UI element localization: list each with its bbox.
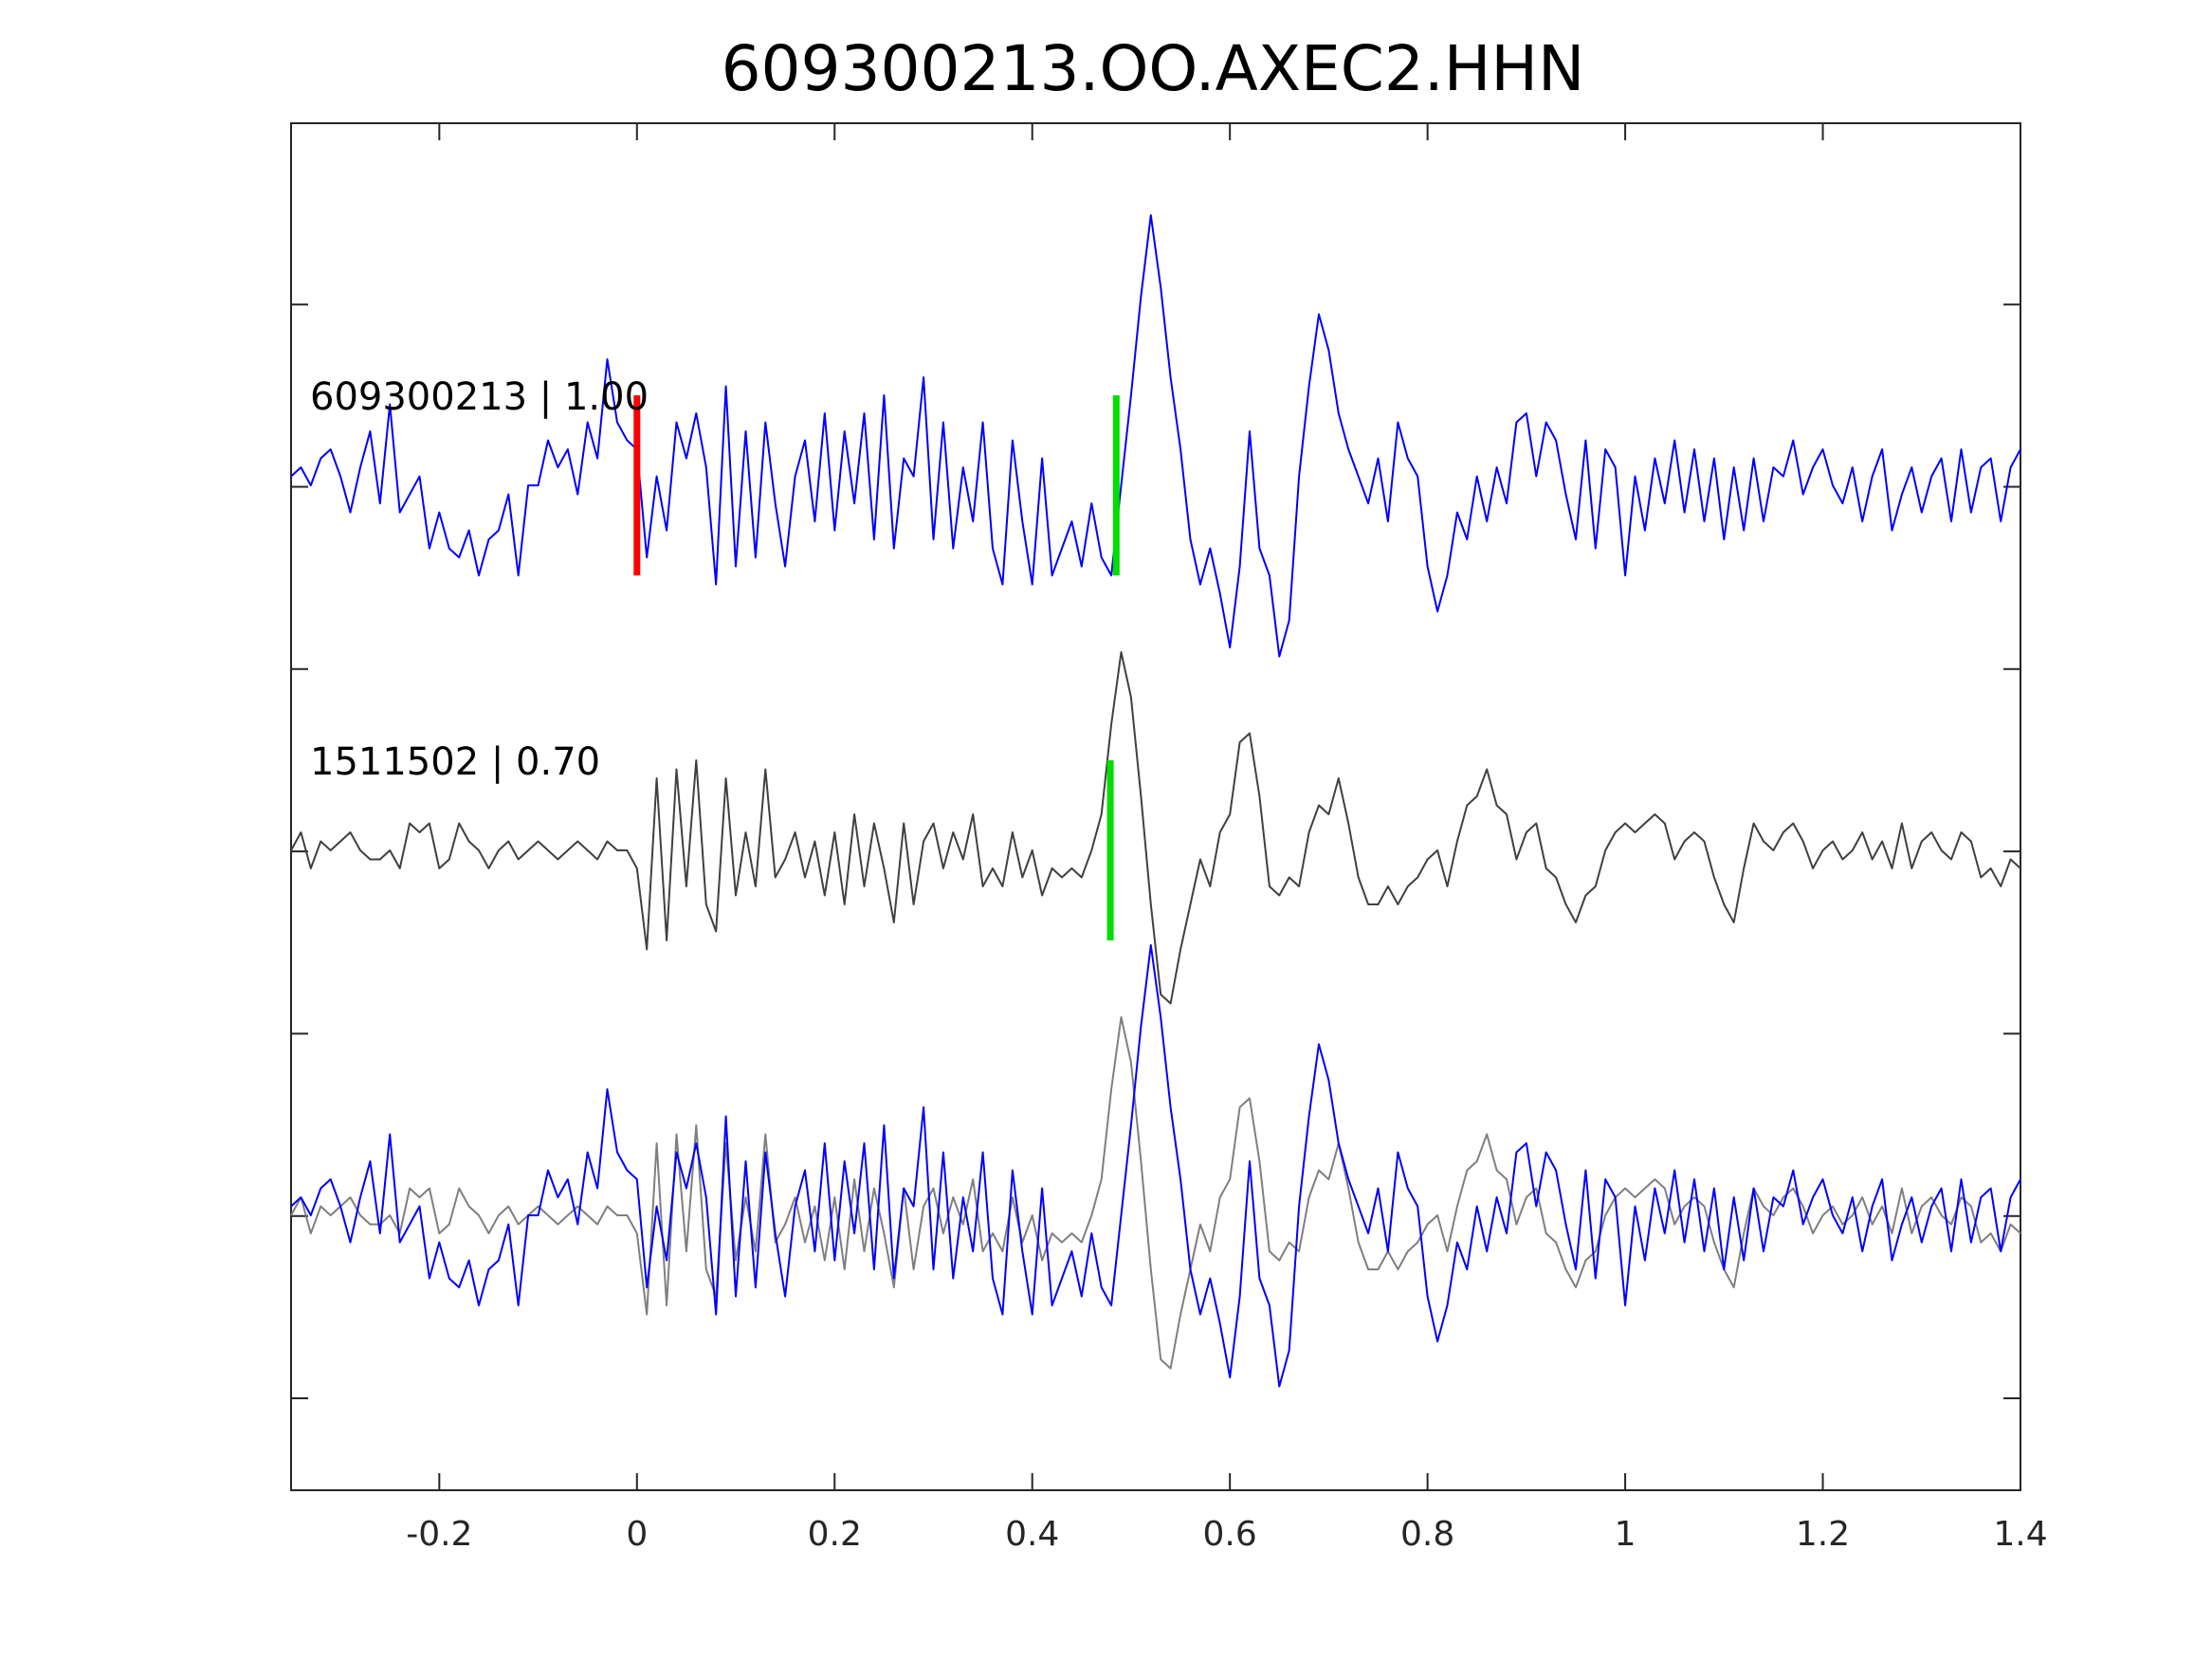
x-tick-label: 0.8 — [1400, 1515, 1454, 1554]
x-tick-label: 0.6 — [1203, 1515, 1257, 1554]
chart-title: 609300213.OO.AXEC2.HHN — [722, 32, 1585, 105]
x-tick-label: 1.4 — [1993, 1515, 2047, 1554]
axes: -0.2 0 0.2 0.4 0.6 0.8 1 1.2 1.4 — [290, 122, 2048, 1554]
trace-label: 609300213 | 1.00 — [310, 375, 649, 419]
trace-panel — [290, 944, 2021, 1388]
x-tick-label: 1 — [1615, 1515, 1636, 1554]
trace-line-main — [290, 944, 2021, 1388]
x-tick-label: 0.4 — [1005, 1515, 1059, 1554]
x-tick-label: -0.2 — [406, 1515, 472, 1554]
axes-box — [290, 122, 2021, 1491]
trace-panels: 609300213 | 1.00 1511502 | 0.70 — [290, 214, 2021, 1388]
x-tick-label: 0 — [626, 1515, 648, 1554]
trace-panel: 1511502 | 0.70 — [290, 651, 2021, 1005]
x-tick-label: 0.2 — [808, 1515, 862, 1554]
trace-line-template_overlay — [290, 1016, 2021, 1370]
trace-panel: 609300213 | 1.00 — [290, 214, 2021, 658]
trace-label: 1511502 | 0.70 — [310, 740, 600, 784]
trace-line-template — [290, 651, 2021, 1005]
trace-line-main — [290, 214, 2021, 658]
x-tick-label: 1.2 — [1796, 1515, 1850, 1554]
